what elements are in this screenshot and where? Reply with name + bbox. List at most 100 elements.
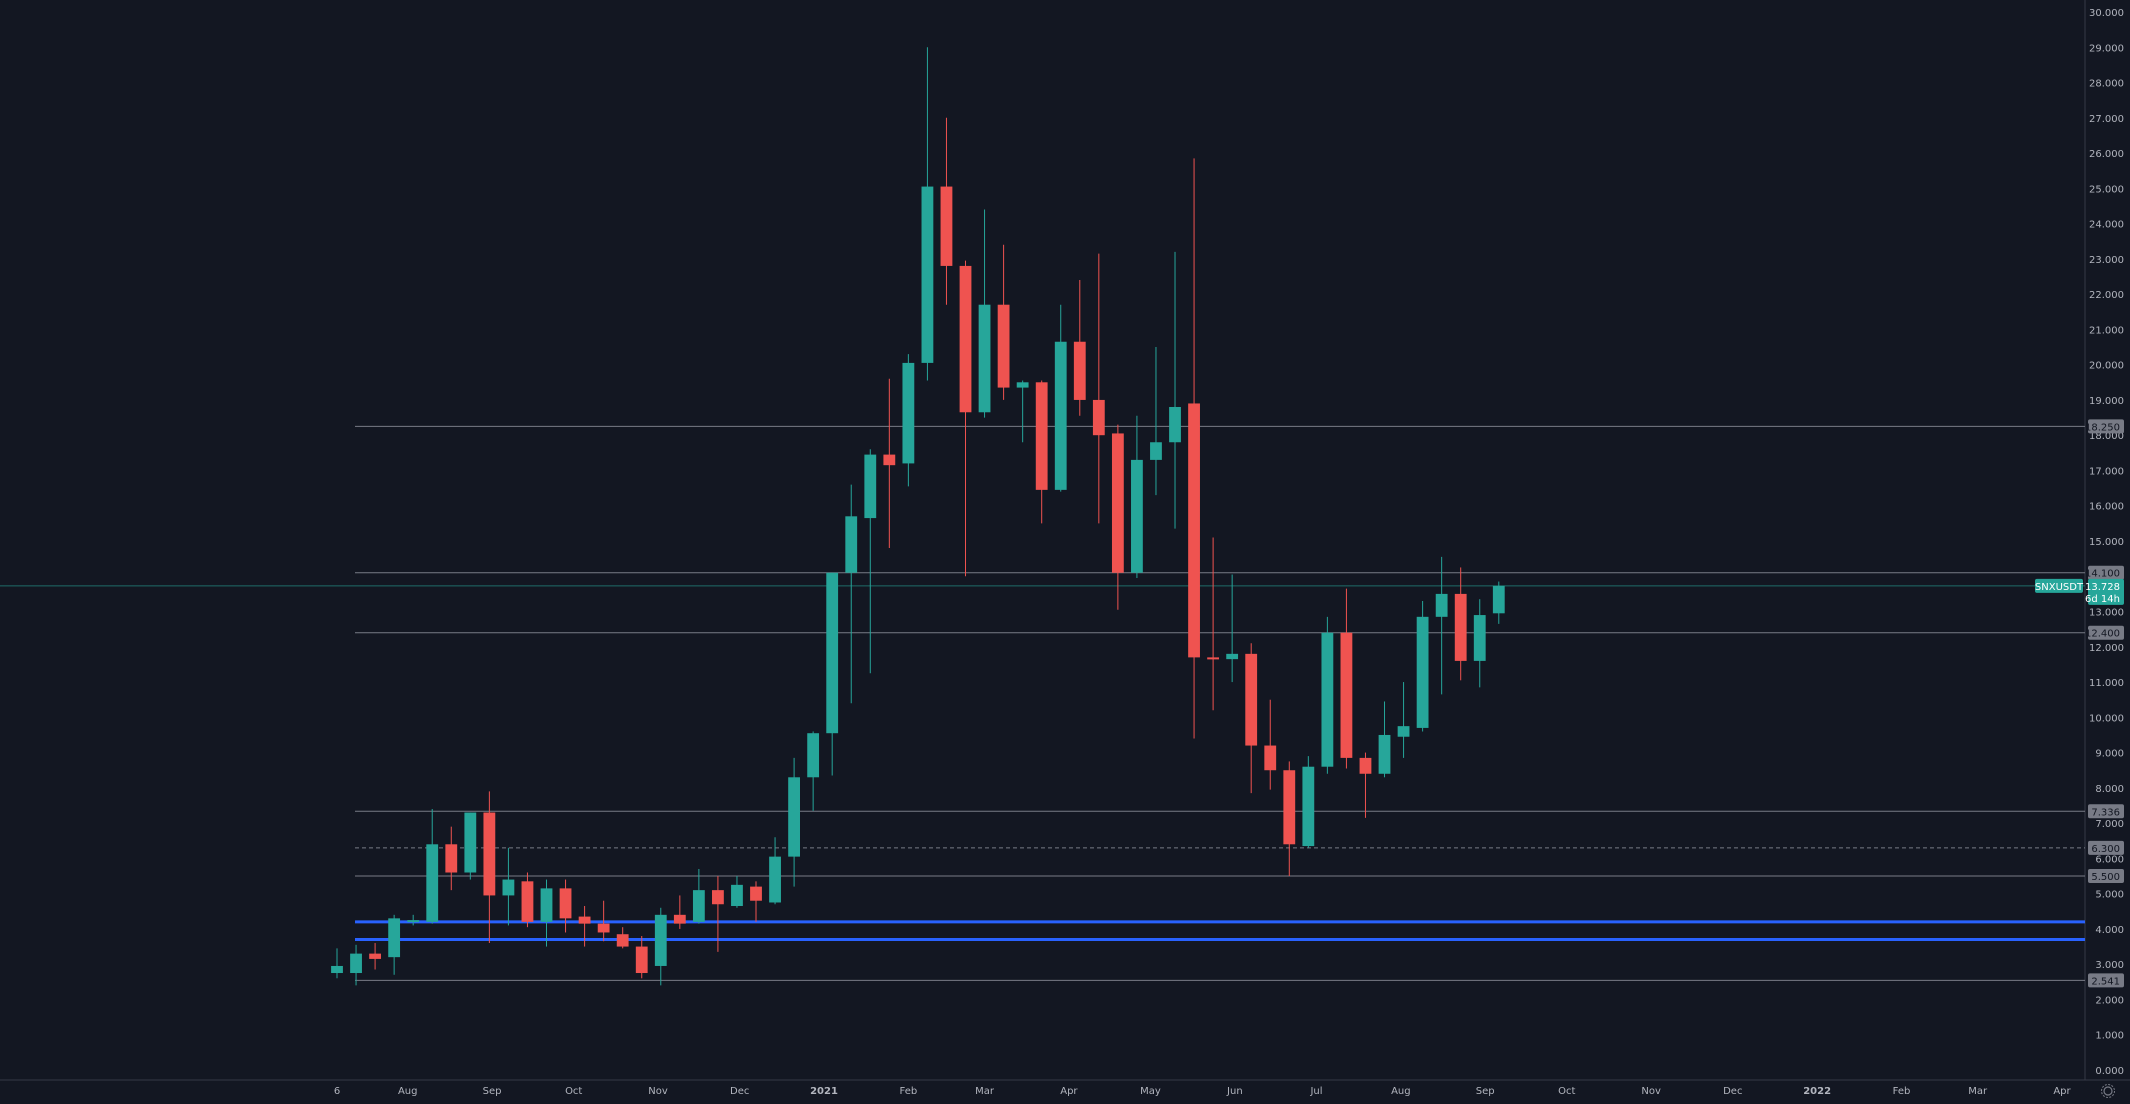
- candle-body: [426, 844, 439, 922]
- candle-body: [1150, 442, 1162, 460]
- candle-body: [1416, 616, 1429, 728]
- y-tick-label: 11.000: [2089, 678, 2124, 689]
- candle-body: [750, 886, 762, 901]
- candle-body: [654, 914, 667, 966]
- level-price-tag: [2088, 565, 2124, 580]
- candle-body: [731, 884, 743, 907]
- candle-body: [712, 890, 724, 905]
- x-tick-label: Feb: [900, 1086, 918, 1097]
- x-tick-label: Jul: [1309, 1086, 1322, 1097]
- candle-body: [407, 920, 420, 923]
- candle-body: [864, 454, 877, 519]
- candle-body: [1264, 745, 1277, 771]
- level-price-label: 12.400: [2085, 629, 2120, 640]
- y-tick-label: 6.000: [2095, 854, 2124, 865]
- candle-body: [845, 516, 858, 573]
- candle-body: [369, 953, 381, 959]
- level-price-label: 2.541: [2091, 976, 2120, 987]
- last-price-label: 13.728: [2085, 582, 2120, 593]
- candle-body: [788, 777, 801, 857]
- x-tick-label: May: [1140, 1086, 1161, 1097]
- y-tick-label: 25.000: [2089, 184, 2124, 195]
- y-tick-label: 13.000: [2089, 608, 2124, 619]
- y-tick-label: 26.000: [2089, 149, 2124, 160]
- y-tick-label: 10.000: [2089, 713, 2124, 724]
- x-tick-label: 2021: [810, 1086, 838, 1097]
- interval-countdown-label: 6d 14h: [2085, 594, 2120, 605]
- candle-body: [464, 812, 477, 873]
- y-tick-label: 4.000: [2095, 925, 2124, 936]
- candle-body: [1073, 341, 1086, 400]
- candle-body: [1226, 653, 1239, 660]
- y-tick-label: 8.000: [2095, 784, 2124, 795]
- level-price-label: 18.250: [2085, 422, 2120, 433]
- level-price-tag: [2088, 804, 2124, 819]
- candle-body: [1492, 585, 1505, 614]
- candle-body: [616, 934, 629, 947]
- level-price-label: 7.336: [2091, 807, 2120, 818]
- last-price-tag: [2088, 578, 2124, 605]
- candle-body: [502, 879, 515, 896]
- y-tick-label: 3.000: [2095, 960, 2124, 971]
- y-tick-label: 2.000: [2095, 995, 2124, 1006]
- candle-body: [597, 923, 610, 933]
- candle-body: [921, 186, 934, 363]
- candle-body: [1302, 766, 1315, 847]
- x-tick-label: Dec: [1723, 1086, 1742, 1097]
- candle-body: [635, 946, 648, 974]
- candle-body: [1359, 757, 1372, 774]
- candle-body: [1435, 593, 1448, 617]
- candle-body: [959, 265, 972, 413]
- candle-body: [826, 572, 839, 734]
- candle-body: [540, 888, 553, 922]
- x-tick-label: Mar: [1968, 1086, 1988, 1097]
- y-tick-label: 5.000: [2095, 890, 2124, 901]
- level-price-label: 5.500: [2091, 872, 2120, 883]
- candle-body: [997, 304, 1010, 388]
- candle-body: [1169, 406, 1181, 443]
- x-tick-label: Sep: [483, 1086, 502, 1097]
- level-price-tag: [2088, 973, 2124, 988]
- y-tick-label: 1.000: [2095, 1031, 2124, 1042]
- y-tick-label: 20.000: [2089, 361, 2124, 372]
- y-tick-label: 17.000: [2089, 466, 2124, 477]
- gear-icon[interactable]: [2101, 1084, 2115, 1098]
- y-tick-label: 23.000: [2089, 255, 2124, 266]
- x-tick-label: Oct: [1558, 1086, 1575, 1097]
- candle-body: [1454, 593, 1467, 661]
- level-price-tag: [2088, 625, 2124, 640]
- x-tick-label: Nov: [1641, 1086, 1661, 1097]
- candle-body: [769, 856, 781, 903]
- x-tick-label: Oct: [565, 1086, 582, 1097]
- candle-body: [578, 916, 591, 924]
- y-tick-label: 28.000: [2089, 79, 2124, 90]
- level-price-tag: [2088, 419, 2124, 434]
- candle-body: [978, 304, 991, 413]
- candle-body: [1283, 770, 1296, 845]
- y-tick-label: 27.000: [2089, 114, 2124, 125]
- y-tick-label: 19.000: [2089, 396, 2124, 407]
- y-tick-label: 0.000: [2095, 1066, 2124, 1077]
- level-price-label: 14.100: [2085, 569, 2120, 580]
- level-price-tag: [2088, 840, 2124, 855]
- y-tick-label: 18.000: [2089, 431, 2124, 442]
- candle-body: [1035, 382, 1048, 490]
- y-tick-label: 29.000: [2089, 43, 2124, 54]
- x-tick-label: Jun: [1226, 1086, 1243, 1097]
- candle-body: [883, 454, 896, 466]
- candle-body: [559, 888, 572, 919]
- y-tick-label: 12.000: [2089, 643, 2124, 654]
- candle-body: [1321, 632, 1334, 767]
- candle-body: [807, 733, 820, 778]
- x-tick-label: Nov: [648, 1086, 668, 1097]
- y-tick-label: 16.000: [2089, 502, 2124, 513]
- candle-body: [483, 812, 496, 896]
- candle-body: [1473, 615, 1486, 661]
- y-tick-label: 21.000: [2089, 325, 2124, 336]
- candle-body: [1188, 403, 1200, 658]
- x-tick-label: Mar: [975, 1086, 995, 1097]
- x-tick-label: Apr: [2053, 1086, 2071, 1097]
- y-tick-label: 24.000: [2089, 220, 2124, 231]
